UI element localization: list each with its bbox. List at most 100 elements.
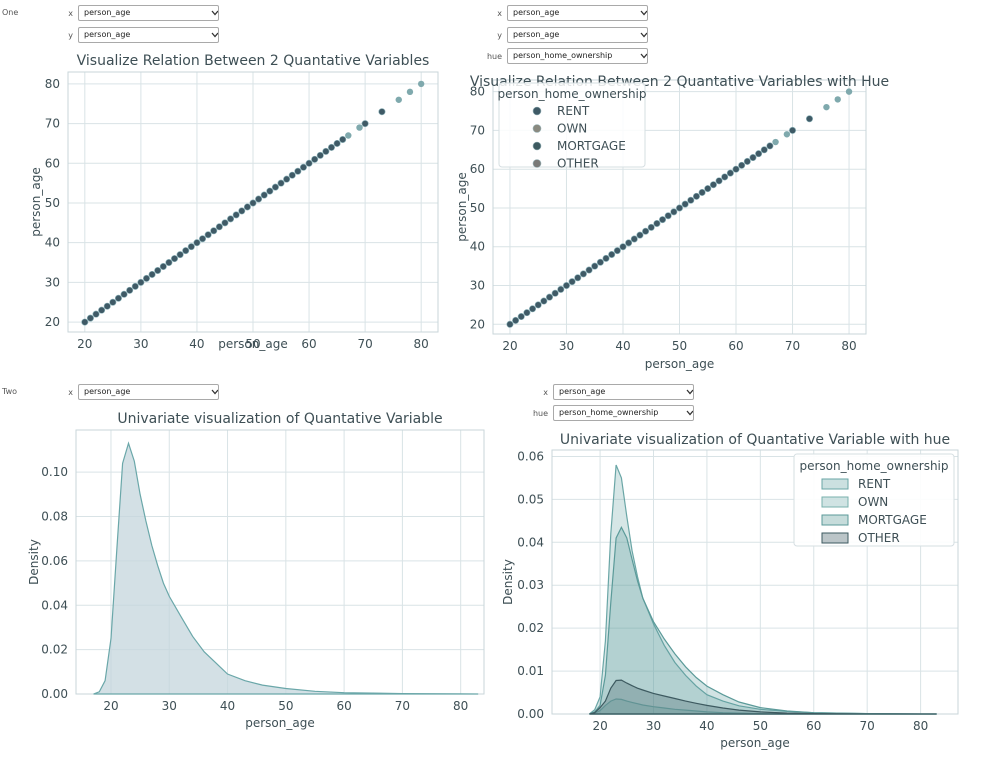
scatter-point [406, 88, 414, 96]
scatter-point [266, 187, 274, 195]
scatter-point [506, 320, 514, 328]
x-tick-label: 80 [913, 719, 928, 733]
y-tick-label: 0.10 [41, 465, 68, 479]
legend-label: RENT [858, 477, 891, 491]
y-tick-label: 0.02 [517, 621, 544, 635]
scatter-point [805, 115, 813, 123]
scatter-point [760, 146, 768, 154]
scatter-point [92, 310, 100, 318]
scatter-point [283, 175, 291, 183]
x-variable-dropdown[interactable]: person_age [507, 5, 648, 21]
scatter-point [243, 203, 251, 211]
y-axis-label: Density [27, 539, 41, 585]
scatter-point [327, 143, 335, 151]
scatter-point [322, 147, 330, 155]
scatter-point [98, 306, 106, 314]
x-variable-value: person_age [559, 387, 606, 396]
x-dropdown-label: x [497, 9, 502, 18]
y-tick-label: 0.05 [517, 492, 544, 506]
scatter-point [249, 199, 257, 207]
scatter-point [557, 285, 565, 293]
x-tick-label: 20 [502, 339, 517, 353]
y-tick-label: 20 [470, 317, 485, 331]
scatter-point [333, 139, 341, 147]
scatter-point [670, 208, 678, 216]
legend-label: MORTGAGE [858, 513, 927, 527]
scatter-point [395, 96, 402, 103]
y-tick-label: 0.02 [41, 643, 68, 657]
scatter-point [766, 142, 774, 150]
scatter-point [81, 318, 89, 326]
scatter-point [551, 289, 559, 297]
scatter-point [619, 243, 627, 251]
x-axis-label: person_age [245, 716, 315, 730]
scatter-point [210, 227, 218, 235]
hue-variable-dropdown[interactable]: person_home_ownership [553, 405, 694, 421]
y-variable-dropdown[interactable]: person_age [78, 27, 219, 43]
scatter-point [154, 266, 162, 274]
scatter-point [755, 150, 763, 158]
scatter-point [568, 278, 576, 286]
scatter-point [834, 96, 841, 103]
scatter-point [159, 263, 167, 271]
x-tick-label: 40 [189, 337, 204, 351]
scatter-point [692, 192, 700, 200]
y-tick-label: 0.00 [517, 707, 544, 721]
scatter-point [585, 266, 593, 274]
x-tick-label: 40 [699, 719, 714, 733]
scatter-point [221, 219, 229, 227]
scatter-point [182, 247, 190, 255]
scatter-point [636, 231, 644, 239]
x-variable-value: person_age [84, 387, 131, 396]
x-variable-dropdown[interactable]: person_age [553, 384, 694, 400]
chart-kde: 20 30 40 50 60 70 80 0.00 0.02 0.04 0.06 0.08 0.10 Un… [27, 411, 485, 730]
scatter-point [277, 179, 285, 187]
scatter-point [529, 305, 537, 313]
scatter-point [148, 270, 156, 278]
scatter-point [378, 108, 386, 116]
y-tick-label: 40 [470, 240, 485, 254]
y-tick-label: 70 [45, 117, 60, 131]
y-tick-label: 80 [45, 77, 60, 91]
y-axis-label: person_age [455, 172, 469, 242]
scatter-point [86, 314, 94, 322]
scatter-point [676, 204, 684, 212]
y-tick-label: 50 [470, 201, 485, 215]
legend-label: OWN [557, 122, 587, 136]
scatter-point [165, 259, 173, 267]
x-variable-dropdown[interactable]: person_age [78, 384, 219, 400]
scatter-point [783, 131, 791, 138]
x-dropdown-label: x [68, 9, 73, 18]
plot-frame [67, 71, 439, 333]
x-variable-dropdown[interactable]: person_age [78, 5, 219, 21]
scatter-point [749, 154, 757, 162]
scatter-point [187, 243, 195, 251]
scatter-point [523, 309, 531, 317]
scatter-point [103, 302, 111, 310]
scatter-point [681, 200, 689, 208]
legend-marker [532, 124, 542, 133]
chart-title: Visualize Relation Between 2 Quantative … [77, 53, 430, 69]
legend-label: OTHER [858, 531, 900, 545]
scatter-point [823, 103, 830, 111]
legend-marker [532, 159, 542, 168]
scatter-point [579, 270, 587, 278]
scatter-point [417, 80, 425, 88]
x-tick-label: 30 [133, 337, 148, 351]
hue-variable-dropdown[interactable]: person_home_ownership [507, 48, 648, 64]
scatter-point [732, 165, 740, 173]
scatter-point [137, 278, 145, 286]
scatter-point [630, 235, 638, 243]
y-variable-dropdown[interactable]: person_age [507, 27, 648, 43]
scatter-point [534, 301, 542, 309]
scatter-point [171, 255, 179, 263]
x-tick-label: 60 [728, 339, 743, 353]
y-tick-label: 0.06 [41, 554, 68, 568]
scatter-point [114, 294, 122, 302]
x-tick-label: 80 [414, 337, 429, 351]
scatter-point [743, 157, 751, 165]
scatter-point [232, 211, 240, 219]
scatter-point [227, 215, 235, 223]
y-tick-label: 0.01 [517, 664, 544, 678]
scatter-point [288, 171, 296, 179]
